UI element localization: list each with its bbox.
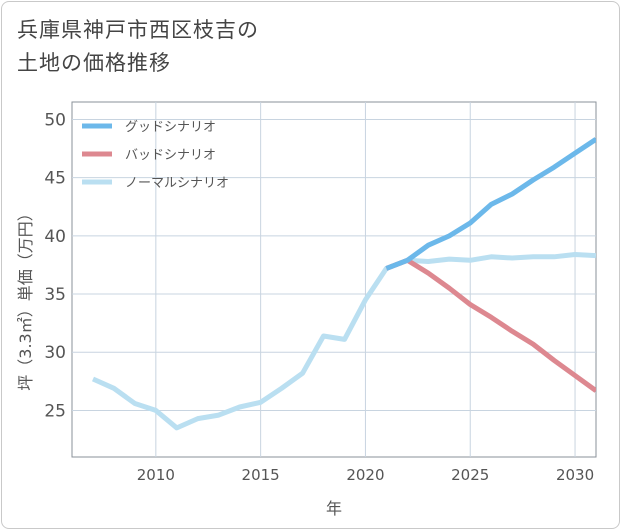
x-tick-label: 2025 [451,466,489,484]
y-tick-label: 50 [44,110,66,130]
legend-label: グッドシナリオ [125,120,216,135]
legend-label: バッドシナリオ [125,148,216,163]
tick-labels: 2010 2015 2020 2025 2030 25 30 35 40 45 50 [44,110,594,484]
x-tick-label: 2030 [556,466,594,484]
y-tick-label: 40 [44,227,66,247]
x-tick-label: 2010 [137,466,175,484]
series-line-1 [385,137,596,271]
x-tick-label: 2015 [242,466,280,484]
y-tick-label: 25 [44,401,66,421]
legend-label: ノーマルシナリオ [125,176,229,191]
grid [72,102,596,457]
y-tick-label: 30 [44,343,66,363]
plot-area [71,101,597,458]
x-tick-label: 2020 [346,466,384,484]
chart-title-line-2: 土地の価格推移 [17,51,171,75]
y-tick-label: 45 [44,169,66,189]
series-line-3 [91,252,596,431]
series-lines [91,137,596,431]
y-axis-label: 坪（3.3㎡）単価（万円） [16,205,35,390]
series-line-2 [385,257,596,393]
x-axis-label: 年 [326,499,342,518]
y-tick-label: 35 [44,285,66,305]
chart-title: 兵庫県神戸市西区枝吉の 土地の価格推移 [17,14,259,80]
chart-title-line-1: 兵庫県神戸市西区枝吉の [17,18,259,42]
